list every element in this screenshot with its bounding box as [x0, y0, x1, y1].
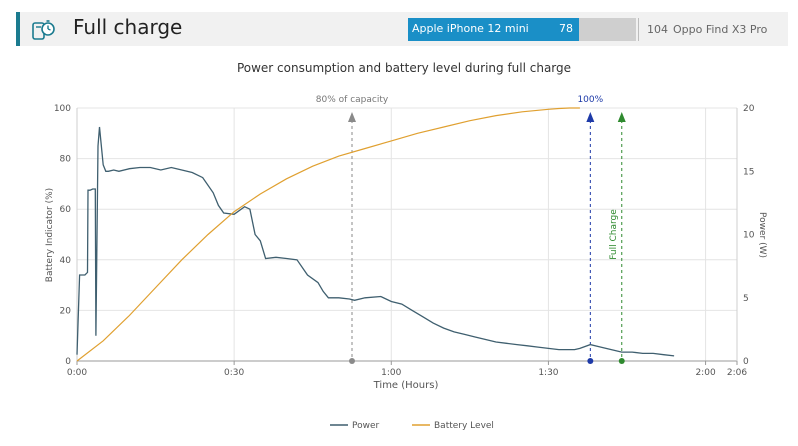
- y-tick-left-label: 100: [54, 104, 71, 114]
- comparison-secondary-label: Oppo Find X3 Pro: [673, 23, 768, 36]
- x-tick-label: 1:30: [538, 368, 558, 378]
- chart-title: Power consumption and battery level duri…: [237, 61, 571, 75]
- x-tick-label: 2:06: [727, 368, 747, 378]
- series-line-power: [76, 126, 675, 357]
- chart-markers: 80% of capacity 100% Full Charge: [316, 95, 626, 364]
- y-axis-label-right: Power (W): [757, 212, 767, 258]
- y-tick-left-label: 0: [65, 357, 71, 367]
- x-axis-label: Time (Hours): [373, 380, 439, 391]
- y-tick-right-label: 10: [743, 231, 755, 241]
- marker-dot: [349, 358, 355, 364]
- comparison-bar-primary[interactable]: Apple iPhone 12 mini 78: [408, 18, 579, 41]
- x-tick-label: 0:30: [224, 368, 244, 378]
- marker-label: 80% of capacity: [316, 95, 389, 105]
- marker-dot: [618, 358, 625, 364]
- chart-legend: Power Battery Level: [330, 421, 494, 431]
- comparison-primary-label: Apple iPhone 12 mini: [412, 22, 529, 35]
- page-title: Full charge: [73, 15, 183, 39]
- stopwatch-phone-icon: [32, 20, 55, 40]
- marker-dot: [587, 358, 594, 364]
- comparison-secondary-value: 104: [647, 23, 668, 36]
- y-tick-right-label: 15: [743, 167, 754, 177]
- legend-label: Battery Level: [434, 421, 494, 431]
- chart-grid: [76, 107, 738, 362]
- marker-arrow: [348, 112, 356, 122]
- marker-arrow: [586, 112, 595, 122]
- header-accent-bar: [16, 12, 20, 46]
- y-tick-left-label: 60: [60, 205, 72, 215]
- x-tick-label: 1:00: [381, 368, 401, 378]
- marker-label: 100%: [577, 95, 603, 105]
- comparison-primary-value: 78: [559, 22, 573, 35]
- legend-label: Power: [352, 421, 380, 431]
- y-tick-left-label: 20: [60, 306, 72, 316]
- marker-arrow: [617, 112, 626, 122]
- y-tick-right-label: 5: [743, 294, 749, 304]
- series-line-battery-level: [76, 107, 580, 362]
- y-tick-left-label: 40: [60, 256, 72, 266]
- x-tick-label: 2:00: [695, 368, 715, 378]
- chart-axes: 0 20 40 60 80 100 0 5 10 15 20 0:00 0:30 1:00 1:30 2:00…: [54, 104, 755, 378]
- y-tick-right-label: 0: [743, 357, 749, 367]
- marker-label: Full Charge: [609, 209, 619, 260]
- chart-series: [76, 107, 675, 362]
- y-tick-left-label: 80: [60, 155, 72, 165]
- x-tick-label: 0:00: [67, 368, 87, 378]
- comparison-bar-remainder: [579, 18, 636, 41]
- section-header: Full charge: [16, 12, 788, 46]
- comparison-item-secondary[interactable]: 104 Oppo Find X3 Pro: [638, 18, 789, 41]
- y-axis-label-left: Battery Indicator (%): [45, 188, 55, 282]
- y-tick-right-label: 20: [743, 104, 755, 114]
